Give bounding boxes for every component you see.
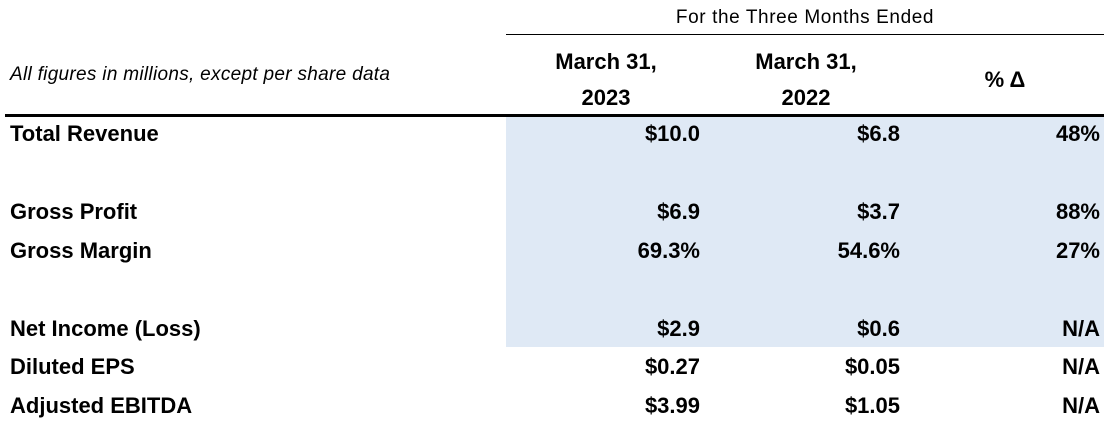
cell-net-income-pct: N/A: [1062, 316, 1100, 341]
cell-net-income-2022: $0.6: [857, 316, 900, 341]
cell-diluted-eps-pct: N/A: [1062, 354, 1100, 379]
cell-gross-margin-2023: 69.3%: [637, 238, 700, 263]
cell-adjusted-ebitda-2022: $1.05: [844, 393, 900, 418]
cell-total-revenue-pct: 48%: [1055, 121, 1100, 146]
cell-total-revenue-2023: $10.0: [644, 121, 700, 146]
cell-adjusted-ebitda-2023: $3.99: [644, 393, 700, 418]
cell-gross-profit-pct: 88%: [1055, 199, 1100, 224]
header-divider: [5, 114, 1104, 117]
column-header-2022: March 31, 2022: [706, 44, 906, 116]
column-header-2023: March 31, 2023: [506, 44, 706, 116]
row-label-diluted-eps: Diluted EPS: [10, 354, 135, 379]
cell-diluted-eps-2022: $0.05: [844, 354, 900, 379]
column-header-pct-change: % Δ: [906, 44, 1104, 116]
cell-gross-profit-2023: $6.9: [657, 199, 700, 224]
column-header-2022-line1: March 31,: [755, 49, 857, 74]
cell-total-revenue-2022: $6.8: [857, 121, 900, 146]
row-label-net-income: Net Income (Loss): [10, 316, 201, 341]
period-header: For the Three Months Ended: [675, 7, 935, 28]
units-note: All figures in millions, except per shar…: [10, 64, 391, 85]
column-header-2023-line1: March 31,: [555, 49, 657, 74]
cell-diluted-eps-2023: $0.27: [644, 354, 700, 379]
column-header-2022-line2: 2022: [781, 85, 831, 110]
row-label-gross-profit: Gross Profit: [10, 199, 138, 224]
cell-net-income-2023: $2.9: [657, 316, 700, 341]
column-header-2023-line2: 2023: [581, 85, 631, 110]
row-label-adjusted-ebitda: Adjusted EBITDA: [10, 393, 193, 418]
row-label-gross-margin: Gross Margin: [10, 238, 152, 263]
cell-gross-margin-pct: 27%: [1055, 238, 1100, 263]
row-label-total-revenue: Total Revenue: [10, 121, 159, 146]
cell-adjusted-ebitda-pct: N/A: [1062, 393, 1100, 418]
period-underline: [506, 34, 1104, 35]
highlight-shading: [506, 117, 1104, 347]
column-header-pct-change-label: % Δ: [984, 67, 1026, 92]
cell-gross-profit-2022: $3.7: [857, 199, 900, 224]
cell-gross-margin-2022: 54.6%: [837, 238, 900, 263]
